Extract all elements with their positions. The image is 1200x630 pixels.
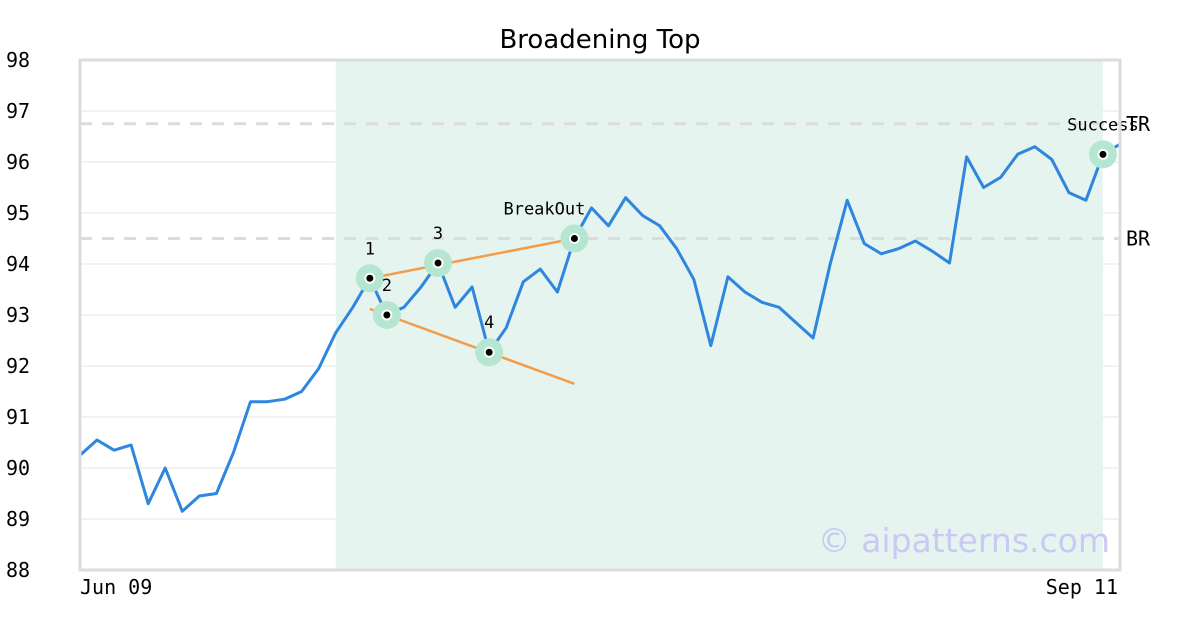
y-tick-label: 93 (6, 303, 30, 327)
x-axis-ticks: Jun 09 Sep 11 (80, 575, 1118, 599)
x-tick-label: Jun 09 (80, 575, 152, 599)
reference-line-label: BR (1126, 227, 1151, 251)
trend-line (369, 307, 575, 386)
x-tick-label: Sep 11 (1046, 575, 1118, 599)
reference-lines: TR BR (80, 112, 1151, 251)
y-tick-label: 97 (6, 99, 30, 123)
reference-line-label: TR (1126, 112, 1151, 136)
marker-dot (485, 348, 493, 356)
y-tick-label: 95 (6, 201, 30, 225)
marker-dot (434, 259, 442, 267)
y-tick-label: 88 (6, 558, 30, 582)
price-series-line (78, 142, 1122, 513)
plot-frame (78, 58, 1122, 572)
trend-lines (369, 237, 575, 386)
y-tick-label: 90 (6, 456, 30, 480)
trend-line (369, 237, 575, 280)
annotation-label: 2 (382, 276, 392, 296)
annotation-label: Success (1067, 115, 1139, 135)
y-tick-label: 91 (6, 405, 30, 429)
y-tick-label: 92 (6, 354, 30, 378)
marker-dot (366, 274, 374, 282)
y-tick-label: 89 (6, 507, 30, 531)
annotation-label: 3 (433, 224, 443, 244)
chart-title: Broadening Top (499, 25, 700, 55)
y-tick-label: 96 (6, 150, 30, 174)
y-axis-ticks: 88 89 90 91 92 93 94 95 96 97 98 (6, 48, 30, 582)
y-tick-label: 98 (6, 48, 30, 72)
annotation-label: 4 (484, 313, 494, 333)
marker-dot (383, 311, 391, 319)
annotation-label: BreakOut (503, 200, 585, 220)
marker-dot (1099, 150, 1107, 158)
watermark: © aipatterns.com (818, 521, 1110, 560)
y-tick-label: 94 (6, 252, 30, 276)
annotation-label: 1 (365, 239, 375, 259)
marker-dot (570, 235, 578, 242)
